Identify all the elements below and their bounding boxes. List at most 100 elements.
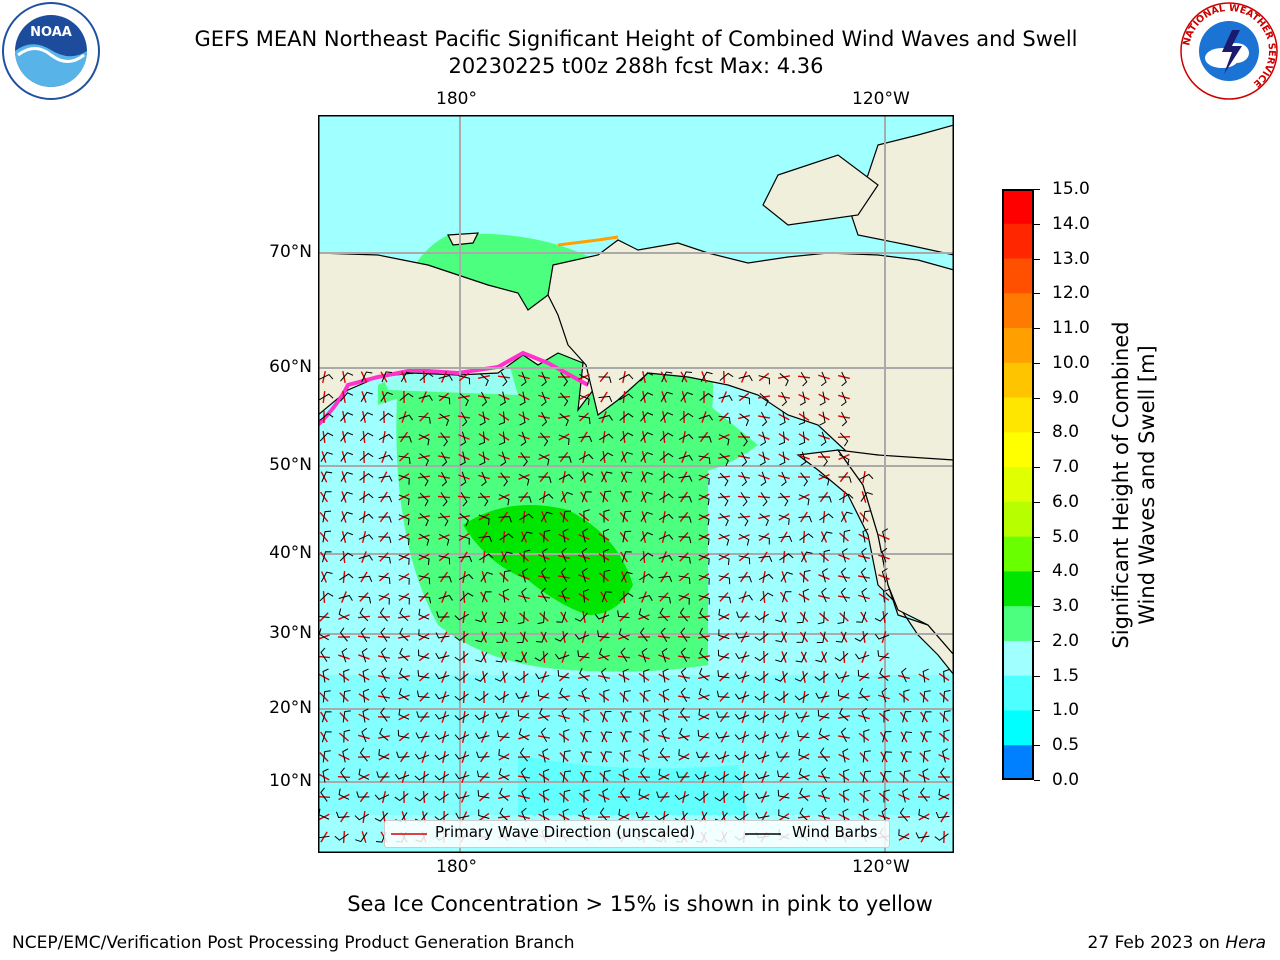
wind-barb bbox=[679, 607, 688, 622]
wind-barb bbox=[856, 611, 867, 623]
colorbar-tick-mark bbox=[1034, 710, 1040, 712]
colorbar-swatch bbox=[1002, 536, 1034, 572]
wind-barb bbox=[500, 451, 507, 466]
wind-barb bbox=[398, 688, 409, 701]
colorbar bbox=[1002, 189, 1034, 781]
wind-barb bbox=[362, 688, 370, 703]
wind-barb bbox=[460, 431, 467, 446]
colorbar-tick-mark bbox=[1034, 223, 1040, 225]
wind-barb bbox=[698, 708, 710, 720]
wind-barb bbox=[419, 372, 434, 382]
wind-barb bbox=[603, 569, 611, 583]
wind-barb bbox=[680, 667, 687, 683]
colorbar-swatch bbox=[1002, 606, 1034, 642]
wind-barb bbox=[474, 714, 490, 721]
colorbar-tick-label: 13.0 bbox=[1052, 248, 1090, 269]
wind-barb bbox=[622, 768, 629, 783]
colorbar-tick-mark bbox=[1034, 536, 1040, 538]
wind-barb bbox=[774, 693, 789, 702]
wind-barb bbox=[358, 513, 374, 521]
wind-barb bbox=[538, 493, 554, 501]
wind-barb bbox=[581, 687, 587, 703]
wind-barb bbox=[434, 693, 450, 700]
wind-barb bbox=[602, 770, 611, 783]
wind-barb bbox=[821, 787, 827, 803]
wind-barb bbox=[640, 471, 653, 482]
wind-barb bbox=[698, 688, 709, 701]
wind-barb bbox=[798, 494, 810, 506]
wind-barb bbox=[360, 412, 374, 422]
wind-barb bbox=[863, 789, 871, 803]
wind-barb bbox=[818, 496, 832, 503]
wind-barb bbox=[779, 373, 789, 387]
colorbar-tick-mark bbox=[1034, 189, 1040, 190]
wind-barb bbox=[497, 730, 510, 739]
wind-barb bbox=[494, 693, 509, 701]
colorbar-tick-label: 10.0 bbox=[1052, 352, 1090, 373]
wind-barb bbox=[640, 392, 654, 402]
wind-barb bbox=[475, 631, 488, 643]
wind-barb bbox=[578, 394, 590, 406]
wind-barb bbox=[679, 707, 688, 722]
colorbar-tick-mark bbox=[1034, 432, 1040, 434]
ocean-low-patch bbox=[518, 755, 748, 815]
wind-barb bbox=[499, 787, 509, 801]
lat-label-20n: 20°N bbox=[269, 698, 312, 718]
wind-barb bbox=[563, 729, 570, 743]
wind-barb bbox=[718, 596, 732, 604]
wind-barb bbox=[942, 689, 951, 703]
wind-barb bbox=[355, 832, 368, 843]
wind-barb bbox=[399, 392, 414, 401]
wind-barb bbox=[340, 531, 354, 542]
lat-label-30n: 30°N bbox=[269, 623, 312, 643]
wind-barb bbox=[440, 492, 448, 507]
wind-barb bbox=[321, 491, 332, 503]
wind-barb bbox=[436, 611, 450, 618]
wind-barb bbox=[660, 391, 673, 402]
wind-barb bbox=[738, 395, 751, 405]
wind-barb bbox=[581, 491, 592, 503]
wind-barb bbox=[700, 371, 713, 382]
colorbar-tick-label: 15.0 bbox=[1052, 179, 1090, 199]
wind-barb bbox=[622, 510, 632, 523]
wind-barb bbox=[454, 613, 469, 621]
colorbar-tick-label: 1.0 bbox=[1052, 700, 1080, 721]
wind-barb bbox=[419, 472, 429, 487]
wind-barb bbox=[438, 594, 453, 601]
wind-barb bbox=[718, 395, 733, 402]
wind-barb bbox=[454, 713, 470, 721]
wind-barb bbox=[837, 689, 850, 699]
wind-barb bbox=[475, 732, 490, 739]
wind-barb bbox=[659, 493, 674, 501]
wind-barb bbox=[735, 653, 750, 660]
colorbar-swatch bbox=[1002, 467, 1034, 503]
wind-barb bbox=[438, 555, 451, 565]
colorbar-swatch bbox=[1002, 328, 1034, 364]
wave-direction-legend-label: Primary Wave Direction (unscaled) bbox=[435, 823, 696, 841]
wind-barb bbox=[583, 789, 591, 803]
colorbar-tick-mark bbox=[1034, 328, 1040, 330]
wind-barb bbox=[399, 647, 409, 661]
colorbar-swatch bbox=[1002, 745, 1034, 781]
colorbar-tick-mark bbox=[1034, 640, 1040, 642]
wind-barb bbox=[340, 432, 354, 442]
wind-barb bbox=[935, 811, 950, 819]
wind-barb bbox=[821, 587, 827, 603]
wind-barb bbox=[599, 433, 614, 441]
wind-barb bbox=[901, 667, 907, 683]
wind-barb bbox=[882, 588, 890, 603]
wind-barb bbox=[640, 432, 654, 442]
wind-barb bbox=[418, 608, 430, 620]
wind-barb bbox=[698, 474, 710, 485]
wind-barb bbox=[581, 568, 588, 583]
wind-barb bbox=[678, 475, 693, 482]
wind-barb bbox=[620, 647, 628, 662]
wind-barb bbox=[598, 647, 609, 661]
colorbar-tick-label: 6.0 bbox=[1052, 491, 1080, 512]
wind-barb bbox=[341, 647, 348, 663]
lon-label-120w-bottom: 120°W bbox=[852, 857, 910, 877]
wind-barb bbox=[698, 455, 711, 465]
wind-barb bbox=[438, 576, 452, 583]
wind-barb bbox=[339, 552, 354, 562]
sea-ice-arctic bbox=[557, 235, 619, 247]
